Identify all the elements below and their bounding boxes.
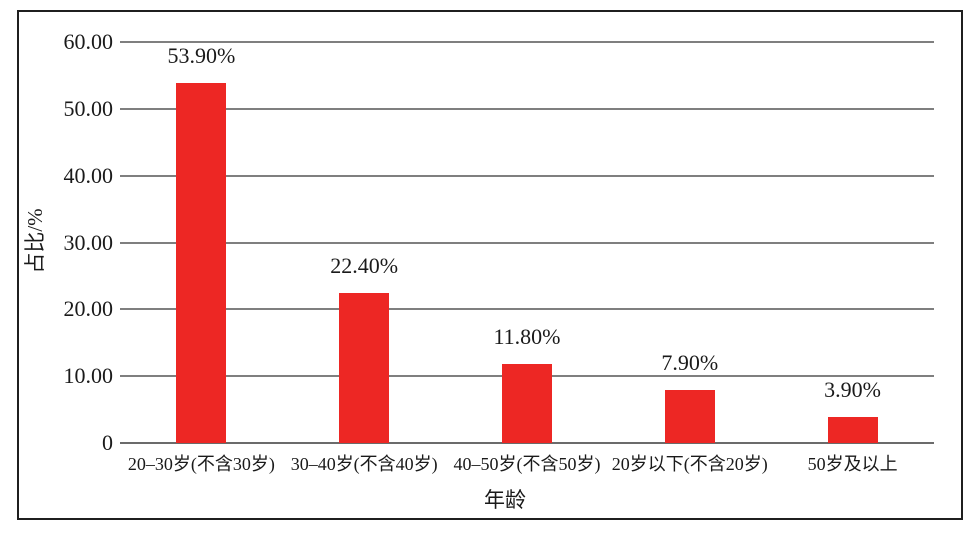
bar-value-label: 3.90% [824, 376, 881, 402]
chart-frame-border [17, 10, 963, 520]
x-axis-category-labels: 20–30岁(不含30岁) 30–40岁(不含40岁) 40–50岁(不含50岁) 2… [120, 451, 934, 479]
y-axis-tick-labels: 0 10.00 20.00 30.00 40.00 50.00 60.00 [36, 29, 114, 455]
bar-3 [502, 364, 552, 443]
x-category-label: 40–50岁(不含50岁) [453, 454, 601, 474]
x-axis-baseline [120, 442, 934, 444]
gridline [120, 174, 934, 177]
y-tick-label: 0 [102, 430, 113, 455]
y-tick-label: 50.00 [63, 95, 114, 121]
bar-5 [827, 416, 878, 443]
bar-value-label: 22.40% [330, 253, 399, 279]
x-category-label: 30–40岁(不含40岁) [290, 454, 438, 474]
bar-4 [664, 390, 715, 443]
x-category-label: 20–30岁(不含30岁) [127, 454, 275, 474]
bar-1 [176, 82, 227, 443]
plot-area: 53.90% 22.40% 11.80% 7.90% 3.90% [120, 41, 934, 444]
gridline [120, 241, 934, 244]
x-axis-title: 年龄 [484, 488, 526, 512]
bar-value-label: 11.80% [493, 324, 561, 350]
y-tick-label: 40.00 [63, 162, 114, 188]
x-category-label: 50岁及以上 [807, 454, 898, 474]
bar-value-label: 7.90% [661, 350, 719, 376]
bar-value-label: 53.90% [167, 42, 236, 68]
bar-2 [339, 293, 390, 443]
y-tick-label: 60.00 [63, 29, 114, 54]
y-tick-label: 20.00 [63, 296, 114, 322]
gridline [120, 308, 934, 311]
x-category-label: 20岁以下(不含20岁) [611, 454, 768, 474]
y-tick-label: 10.00 [63, 363, 114, 389]
gridline [120, 107, 934, 110]
y-tick-label: 30.00 [63, 229, 114, 255]
gridline [120, 41, 934, 43]
